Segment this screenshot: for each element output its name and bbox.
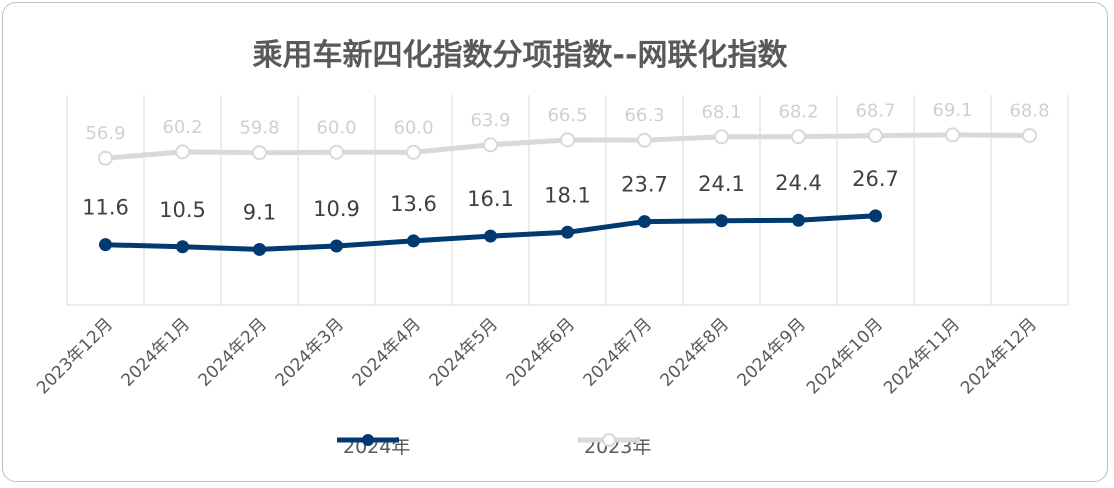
data-label: 11.6 [82, 196, 129, 220]
data-label: 18.1 [544, 183, 591, 207]
data-label: 9.1 [243, 200, 276, 224]
data-label: 24.1 [698, 172, 745, 196]
data-label: 23.7 [621, 173, 668, 197]
x-tick-label: 2023年12月 [33, 314, 117, 398]
data-label: 60.2 [162, 117, 202, 138]
data-point [638, 215, 651, 229]
x-tick-label: 2024年11月 [880, 314, 964, 398]
x-tick-label: 2024年3月 [272, 314, 348, 390]
x-tick-label: 2024年1月 [118, 314, 194, 390]
x-tick-label: 2024年4月 [349, 314, 425, 390]
data-label: 69.1 [932, 100, 972, 121]
legend-marker-2023 [578, 433, 640, 447]
data-point [99, 238, 112, 252]
legend: 2024年 2023年 [0, 430, 1114, 460]
data-label: 68.2 [778, 102, 818, 123]
data-point [714, 129, 729, 145]
data-point [868, 128, 883, 144]
data-label: 13.6 [390, 192, 437, 216]
chart-title: 乘用车新四化指数分项指数--网联化指数 [252, 38, 788, 73]
data-point [637, 132, 652, 148]
data-label: 68.7 [855, 101, 895, 122]
data-label: 24.4 [775, 171, 822, 195]
data-label: 10.5 [159, 198, 206, 222]
data-label: 68.8 [1009, 100, 1049, 121]
legend-marker-2024 [337, 434, 399, 446]
data-point [176, 240, 189, 254]
data-point [252, 145, 267, 161]
data-label: 26.7 [852, 167, 899, 191]
data-label: 59.8 [239, 118, 279, 139]
data-point [791, 129, 806, 145]
data-label: 60.0 [393, 117, 433, 138]
data-label: 60.0 [316, 117, 356, 138]
legend-item-2023: 2023年 [578, 430, 651, 460]
x-tick-label: 2024年12月 [957, 314, 1041, 398]
data-label: 66.3 [624, 105, 664, 126]
data-label: 16.1 [467, 187, 514, 211]
data-point [1022, 127, 1037, 143]
data-point [98, 150, 113, 166]
data-label: 10.9 [313, 197, 360, 221]
data-point [484, 229, 497, 243]
data-point [869, 209, 882, 223]
x-tick-label: 2024年6月 [503, 314, 579, 390]
data-point [330, 239, 343, 253]
data-label: 66.5 [547, 105, 587, 126]
data-point [253, 242, 266, 256]
data-label: 63.9 [470, 110, 510, 131]
data-label: 56.9 [85, 123, 125, 144]
legend-item-2024: 2024年 [337, 430, 410, 460]
data-point [407, 234, 420, 248]
data-point [175, 144, 190, 160]
data-label: 68.1 [701, 102, 741, 123]
x-tick-label: 2024年2月 [195, 314, 271, 390]
data-point [406, 144, 421, 160]
x-tick-label: 2024年5月 [426, 314, 502, 390]
data-point [945, 127, 960, 143]
x-tick-label: 2024年7月 [580, 314, 656, 390]
data-point [715, 214, 728, 228]
data-point [560, 132, 575, 148]
data-point [561, 225, 574, 239]
data-point [792, 213, 805, 227]
x-tick-label: 2024年8月 [657, 314, 733, 390]
x-tick-label: 2024年10月 [803, 314, 887, 398]
data-point [329, 144, 344, 160]
data-point [483, 137, 498, 153]
x-tick-label: 2024年9月 [734, 314, 810, 390]
